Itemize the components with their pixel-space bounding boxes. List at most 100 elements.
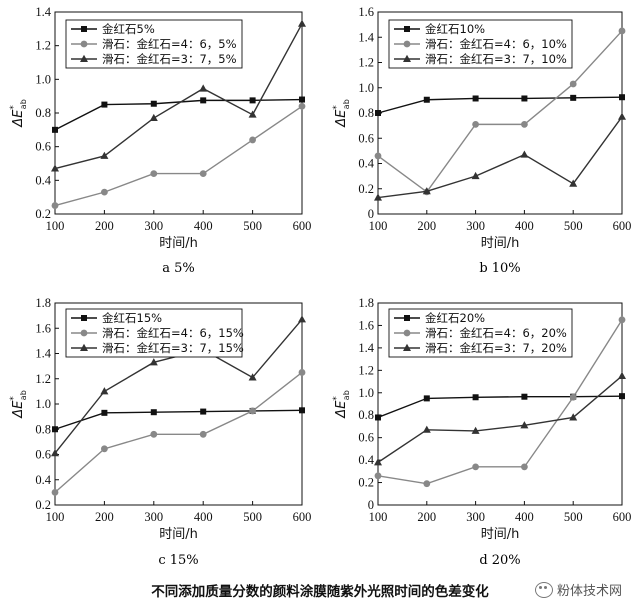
data-point <box>471 171 480 180</box>
y-tick-label: 0.8 <box>358 106 374 120</box>
data-point <box>570 94 577 101</box>
y-axis-label: ΔE*ab <box>332 390 351 419</box>
data-point <box>249 97 256 104</box>
y-tick-label: 1.6 <box>35 321 51 335</box>
legend-marker <box>80 40 88 48</box>
data-point <box>472 120 479 128</box>
y-tick-label: 1.0 <box>35 397 51 411</box>
y-axis-label: ΔE*ab <box>9 99 28 128</box>
y-axis-label: ΔE*ab <box>9 390 28 419</box>
y-tick-label: 1.4 <box>35 347 51 361</box>
legend-marker <box>80 329 88 337</box>
series-line <box>377 319 623 485</box>
x-tick-label: 600 <box>293 219 312 233</box>
data-point <box>423 395 430 402</box>
x-tick-label: 100 <box>369 219 388 233</box>
data-point <box>249 407 256 415</box>
series-1 <box>52 96 305 133</box>
x-tick-label: 500 <box>564 510 583 524</box>
data-point <box>472 95 479 102</box>
data-point <box>569 393 577 401</box>
legend: 金红石5%滑石：金红石=4：6，5%滑石：金红石=3：7，5% <box>65 19 243 69</box>
series-2 <box>51 102 306 209</box>
y-tick-label: 0.2 <box>358 476 374 490</box>
data-point <box>298 102 306 110</box>
legend-entry: 金红石10% <box>425 22 485 36</box>
series-3 <box>374 112 626 201</box>
plot-frame <box>377 302 623 506</box>
data-point <box>100 387 109 395</box>
data-point <box>298 19 306 27</box>
legend-marker <box>403 343 411 351</box>
data-point <box>199 170 207 178</box>
chart-panel-4: 0 0.2 0.4 0.6 0.8 1.0 1.2 1.4 1.6 1.8 100 200 300 400… <box>332 296 631 568</box>
series-line <box>377 30 623 193</box>
y-tick-label: 0.6 <box>358 131 374 145</box>
x-tick-label: 500 <box>243 219 262 233</box>
data-point <box>51 202 59 209</box>
series-line <box>54 371 303 493</box>
y-tick-label: 1.0 <box>358 81 374 95</box>
data-point <box>618 316 626 324</box>
data-point <box>472 394 479 401</box>
figure-title: 不同添加质量分数的颜料涂膜随紫外光照时间的色差变化 <box>151 584 489 600</box>
x-tick-label: 400 <box>194 219 213 233</box>
y-tick-label: 1.2 <box>35 372 51 386</box>
legend: 金红石10%滑石：金红石=4：6，10%滑石：金红石=3：7，10% <box>388 19 573 69</box>
x-tick-label: 200 <box>417 219 436 233</box>
data-point <box>52 426 58 433</box>
y-tick-label: 1.0 <box>358 386 374 400</box>
data-point <box>423 480 431 488</box>
data-point <box>101 188 108 196</box>
y-tick-label: 1.0 <box>35 72 51 86</box>
legend-entry: 滑石：金红石=3：7，5% <box>102 52 237 66</box>
y-tick-label: 0.4 <box>35 173 51 187</box>
legend-entry: 滑石：金红石=3：7，20% <box>425 341 567 355</box>
legend-marker <box>404 315 410 321</box>
x-axis-label: 时间/h <box>481 527 520 542</box>
data-point <box>249 136 256 144</box>
data-point <box>374 472 382 480</box>
x-axis-label: 时间/h <box>159 527 198 542</box>
data-point <box>619 94 625 101</box>
series-2 <box>374 316 626 488</box>
x-tick-label: 400 <box>515 510 534 524</box>
x-tick-label: 300 <box>144 510 163 524</box>
legend-marker <box>81 26 87 32</box>
chart-panel-1: 0.2 0.4 0.6 0.8 1.0 1.2 1.4 100 200 300 400 500 600 时… <box>9 5 311 276</box>
data-point <box>521 463 528 471</box>
x-tick-label: 300 <box>466 219 485 233</box>
legend-entry: 金红石20% <box>425 311 485 325</box>
series-line <box>54 409 303 430</box>
data-point <box>101 445 108 453</box>
data-point <box>618 371 626 379</box>
x-tick-label: 400 <box>515 219 534 233</box>
x-tick-label: 400 <box>194 510 213 524</box>
data-point <box>199 84 208 92</box>
data-point <box>100 151 109 159</box>
panel-caption: b 10% <box>479 261 520 276</box>
y-tick-label: 1.4 <box>35 5 51 19</box>
x-tick-label: 100 <box>46 219 65 233</box>
y-tick-label: 0.6 <box>358 431 374 445</box>
data-point <box>422 187 431 195</box>
legend: 金红石20%滑石：金红石=4：6，20%滑石：金红石=3：7，20% <box>388 308 573 358</box>
series-3 <box>374 371 626 466</box>
y-tick-label: 0.2 <box>35 498 51 512</box>
legend-marker <box>80 54 88 62</box>
series-line <box>377 116 623 199</box>
data-point <box>51 449 59 457</box>
series-line <box>54 105 303 207</box>
data-point <box>299 96 305 103</box>
y-tick-label: 1.2 <box>358 56 374 70</box>
series-1 <box>52 407 305 433</box>
data-point <box>520 150 529 158</box>
series-1 <box>375 94 625 116</box>
data-point <box>51 488 59 496</box>
data-point <box>569 179 578 187</box>
x-tick-label: 200 <box>417 510 436 524</box>
data-point <box>101 101 108 108</box>
series-1 <box>375 393 625 421</box>
x-tick-label: 300 <box>466 510 485 524</box>
legend: 金红石15%滑石：金红石=4：6，15%滑石：金红石=3：7，15% <box>65 308 244 358</box>
